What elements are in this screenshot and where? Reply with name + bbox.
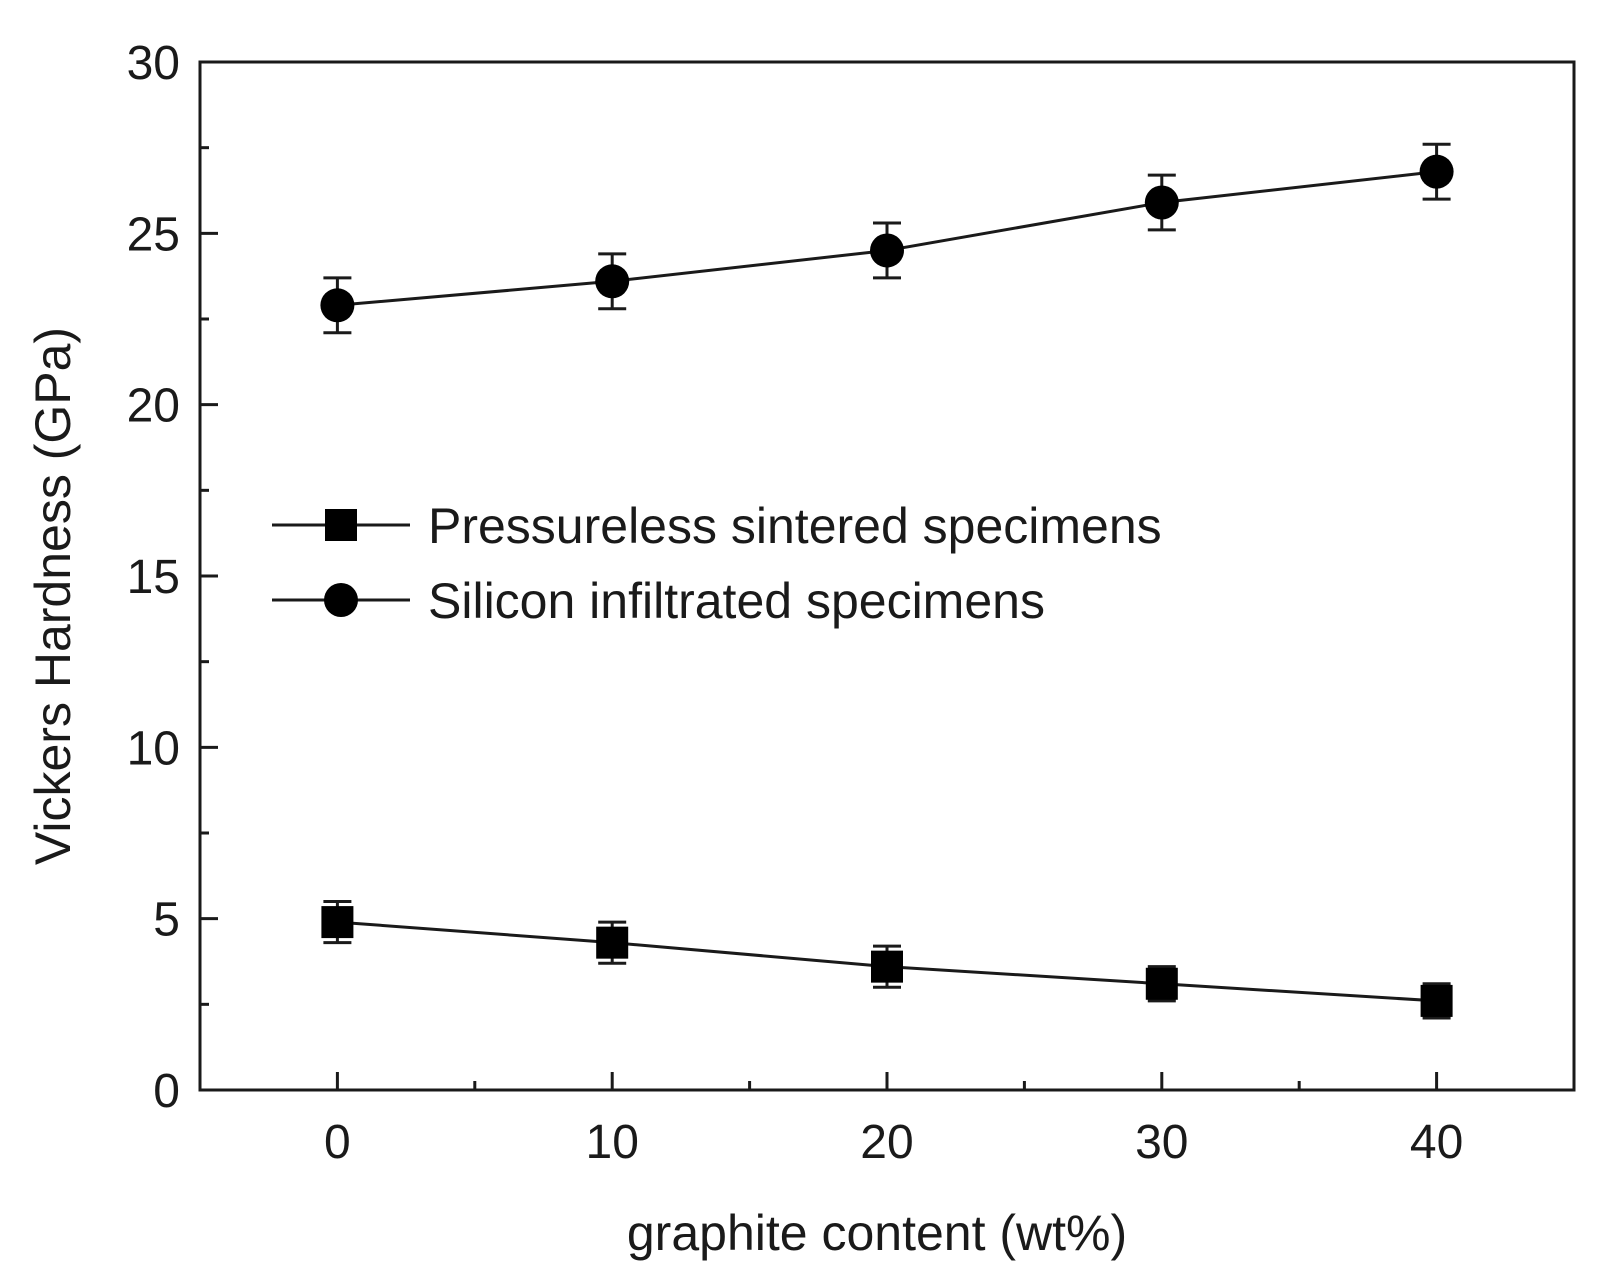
data-point-circle bbox=[320, 288, 355, 323]
y-tick-label: 15 bbox=[127, 551, 180, 604]
series-circle bbox=[320, 142, 1454, 335]
data-point-circle bbox=[1419, 154, 1454, 189]
data-point-circle bbox=[595, 264, 630, 299]
y-tick-label: 10 bbox=[127, 722, 180, 775]
data-point-circle bbox=[870, 233, 904, 268]
data-point-square bbox=[596, 926, 629, 959]
legend-label-silicon: Silicon infiltrated specimens bbox=[428, 573, 1045, 629]
y-tick-label: 0 bbox=[153, 1065, 180, 1118]
data-point-square bbox=[1420, 984, 1453, 1017]
x-tick-label: 10 bbox=[586, 1116, 639, 1169]
series-square bbox=[321, 900, 1453, 1020]
x-tick-label: 30 bbox=[1135, 1116, 1188, 1169]
y-tick-label: 20 bbox=[127, 380, 180, 433]
legend-square-marker bbox=[325, 509, 357, 541]
data-point-square bbox=[321, 906, 354, 939]
tick-labels: 0 10 20 30 40 0 5 10 15 20 25 30 bbox=[127, 37, 1464, 1169]
y-axis-label: Vickers Hardness (GPa) bbox=[25, 327, 81, 865]
plot-frame bbox=[198, 60, 1576, 1092]
x-tick-label: 40 bbox=[1410, 1116, 1463, 1169]
x-axis-label: graphite content (wt%) bbox=[627, 1205, 1127, 1261]
series-layer bbox=[320, 142, 1454, 1020]
x-tick-label: 20 bbox=[860, 1116, 913, 1169]
data-point-square bbox=[1145, 967, 1178, 1000]
y-tick-label: 30 bbox=[127, 37, 180, 90]
data-point-square bbox=[871, 950, 903, 983]
legend-circle-marker bbox=[324, 583, 358, 617]
legend: Pressureless sintered specimens Silicon … bbox=[272, 498, 1162, 629]
legend-label-pressureless: Pressureless sintered specimens bbox=[428, 498, 1162, 554]
data-point-circle bbox=[1144, 185, 1179, 220]
x-tick-label: 0 bbox=[324, 1116, 351, 1169]
y-tick-label: 5 bbox=[153, 894, 180, 947]
y-tick-label: 25 bbox=[127, 208, 180, 261]
